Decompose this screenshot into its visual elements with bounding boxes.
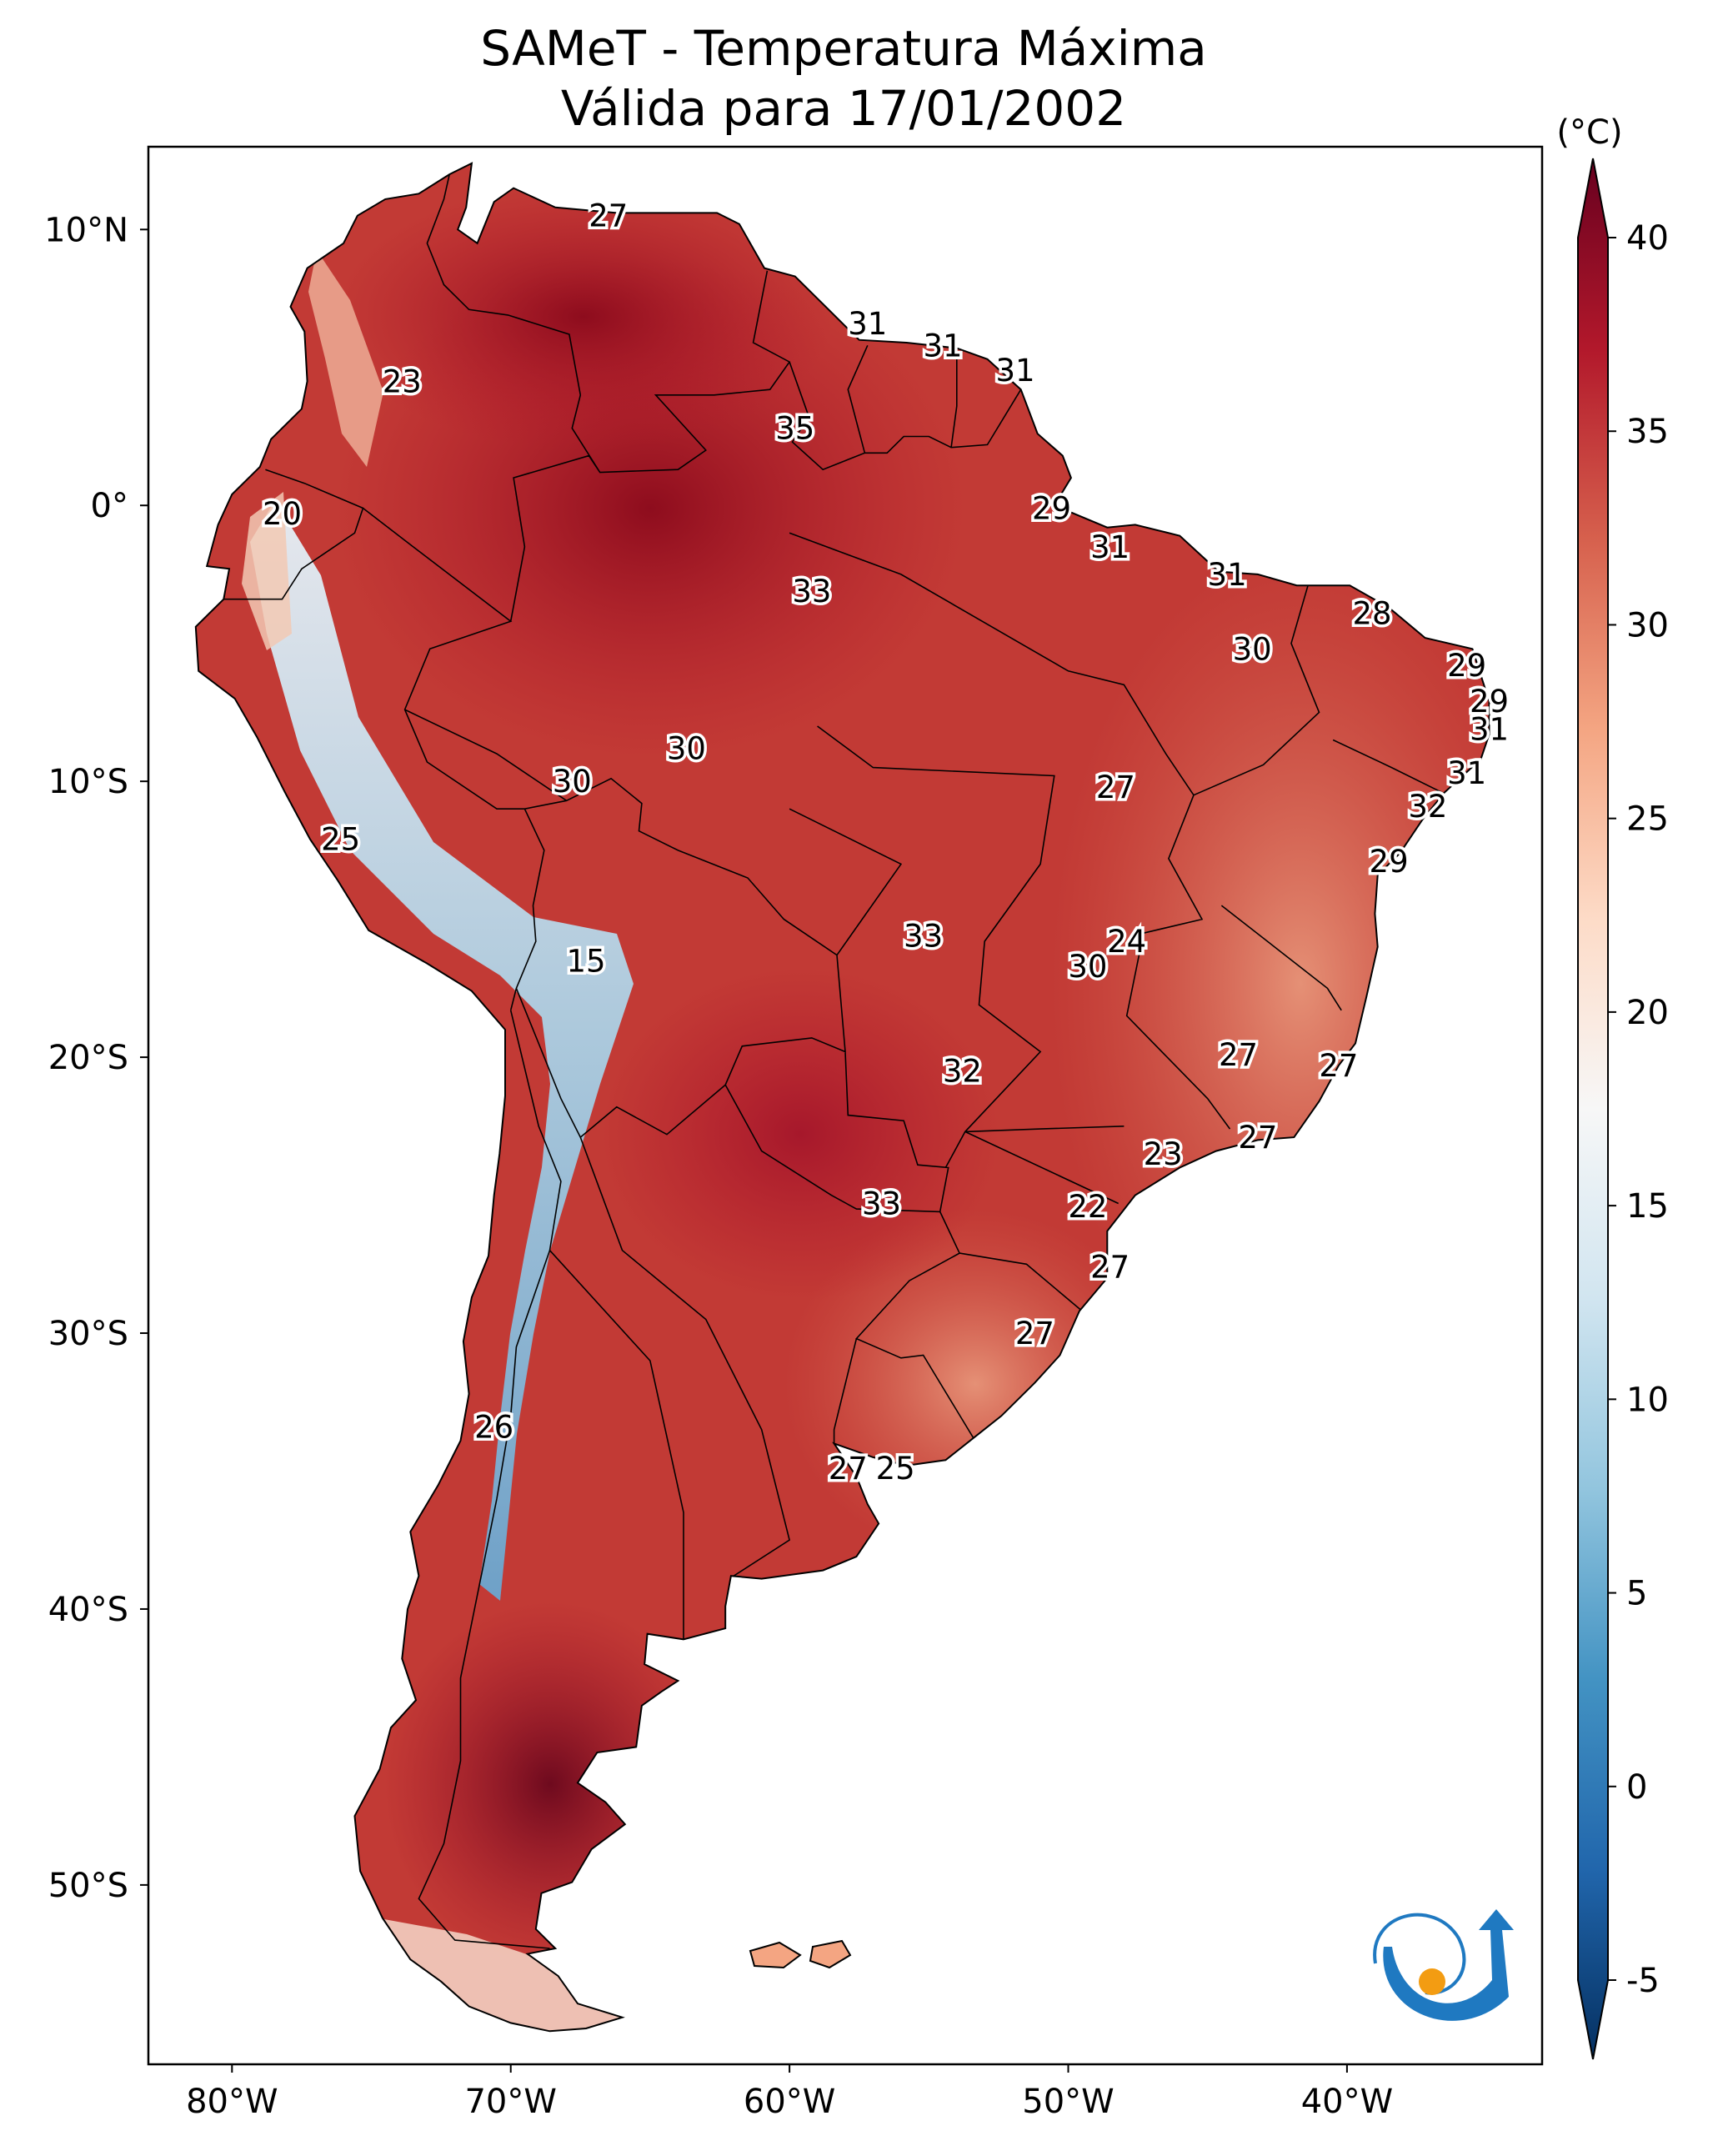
station-value: 26 <box>474 1410 513 1446</box>
station-value: 32 <box>943 1054 982 1090</box>
colorbar-tick-label: 15 <box>1626 1187 1669 1226</box>
colorbar-ticks: 40 35 30 25 20 15 10 5 0 -5 <box>1608 219 1669 2000</box>
station-value: 23 <box>383 364 422 399</box>
station-value: 30 <box>1068 949 1107 985</box>
station-value: 29 <box>1447 648 1486 684</box>
station-value: 35 <box>775 411 814 447</box>
colorbar-tick-label: 0 <box>1626 1768 1647 1807</box>
station-value: 29 <box>1370 844 1409 880</box>
colorbar-tick-label: 30 <box>1626 606 1669 644</box>
map-title-line1: SAMeT - Temperatura Máxima <box>480 20 1207 77</box>
station-value: 27 <box>1219 1037 1258 1073</box>
hot-area-chaco <box>600 967 1000 1301</box>
colorbar-tick-label: 20 <box>1626 994 1669 1032</box>
station-value: 27 <box>1319 1048 1358 1084</box>
lat-tick-label: 50°S <box>48 1867 128 1905</box>
logo-swoosh-icon <box>1383 1909 1514 2021</box>
andes-cold-band <box>250 500 634 1601</box>
station-value: 27 <box>1015 1316 1054 1351</box>
station-value: 27 <box>1238 1120 1277 1156</box>
latitude-ticks: 10°N 0° 10°S 20°S 30°S 40°S 50°S <box>44 211 148 1905</box>
station-value: 20 <box>263 496 302 532</box>
lat-tick-label: 0° <box>91 487 128 525</box>
station-value: 23 <box>1144 1136 1183 1172</box>
station-value: 33 <box>904 919 943 955</box>
station-value: 31 <box>1090 529 1129 565</box>
station-value: 22 <box>1068 1189 1107 1225</box>
lat-tick-label: 20°S <box>48 1039 128 1077</box>
colorbar-tick-label: 25 <box>1626 800 1669 839</box>
station-value: 29 <box>1470 684 1509 720</box>
hot-area-orinoco <box>333 183 834 450</box>
logo-orbit-icon <box>1373 1913 1466 1995</box>
station-value: 33 <box>862 1186 901 1222</box>
colombia-highlands-cool <box>308 250 383 467</box>
station-value: 27 <box>1090 1250 1129 1286</box>
station-value: 27 <box>829 1451 868 1487</box>
lon-tick-label: 80°W <box>186 2083 278 2121</box>
colorbar-tick-label: 10 <box>1626 1381 1669 1419</box>
station-value: 27 <box>1096 770 1135 805</box>
station-value: 31 <box>923 328 962 364</box>
lat-tick-label: 10°N <box>44 211 128 249</box>
coastline <box>194 162 1490 2033</box>
station-value: 31 <box>1208 557 1247 593</box>
country-borders <box>223 173 1448 1949</box>
lat-tick-label: 10°S <box>48 763 128 801</box>
colorbar-unit: (°C) <box>1556 113 1622 152</box>
falkland-islands <box>749 1939 852 1969</box>
station-value: 29 <box>1032 491 1071 527</box>
station-value: 28 <box>1352 595 1391 631</box>
station-value: 31 <box>995 353 1034 389</box>
station-value: 31 <box>1470 711 1509 747</box>
station-value: 24 <box>1107 924 1146 960</box>
lon-tick-label: 50°W <box>1022 2083 1114 2121</box>
station-value: 25 <box>321 822 360 858</box>
colorbar-tick-label: 40 <box>1626 219 1669 258</box>
map-frame <box>147 145 1544 2066</box>
colorbar: (°C) 40 35 30 25 20 15 10 5 0 -5 <box>1556 113 1669 2060</box>
map-panel: 10°N 0° 10°S 20°S 30°S 40°S 50°S 80°W 70°W 60°W 5… <box>44 145 1544 2121</box>
lon-tick-label: 60°W <box>744 2083 835 2121</box>
station-value: 30 <box>667 730 706 766</box>
lon-tick-label: 40°W <box>1301 2083 1393 2121</box>
station-value: 30 <box>1233 631 1272 667</box>
colorbar-tick-label: 5 <box>1626 1575 1647 1613</box>
map-title-line2: Válida para 17/01/2002 <box>561 80 1126 137</box>
station-value: 32 <box>1408 789 1447 825</box>
lon-tick-label: 70°W <box>464 2083 556 2121</box>
inpe-logo <box>1373 1909 1514 2021</box>
colorbar-tick-label: 35 <box>1626 413 1669 451</box>
lat-tick-label: 30°S <box>48 1315 128 1353</box>
station-value: 25 <box>876 1451 915 1487</box>
lat-tick-label: 40°S <box>48 1591 128 1629</box>
station-value: 30 <box>553 764 592 800</box>
colorbar-tick-label: -5 <box>1626 1962 1660 2000</box>
station-value: 33 <box>792 574 831 609</box>
station-value: 15 <box>566 943 605 979</box>
logo-sun-icon <box>1419 1968 1445 1995</box>
colorbar-scale <box>1577 158 1609 2060</box>
longitude-ticks: 80°W 70°W 60°W 50°W 40°W <box>186 2064 1393 2121</box>
station-value: 31 <box>848 306 887 342</box>
station-value: 27 <box>589 198 628 234</box>
andes-north-cool-band <box>242 492 292 650</box>
station-value: 31 <box>1447 755 1486 791</box>
